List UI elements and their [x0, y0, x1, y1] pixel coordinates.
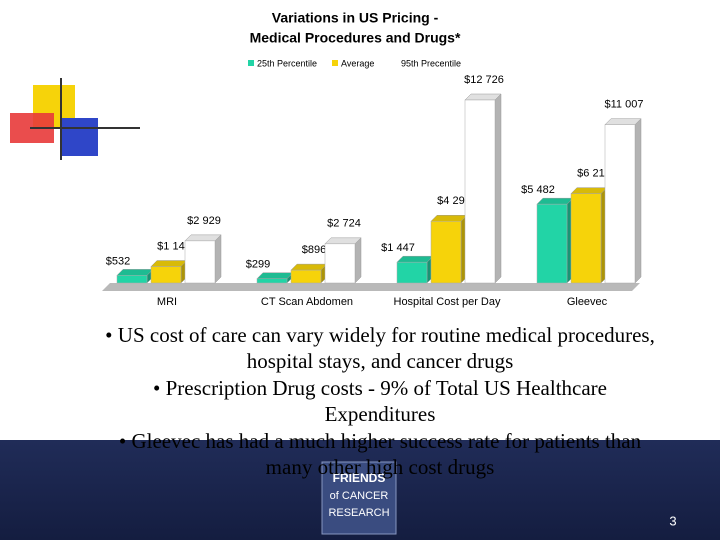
x-tick-label: Hospital Cost per Day: [394, 296, 501, 308]
bar-top: [116, 269, 154, 276]
bar-side: [494, 93, 502, 284]
bar-side: [354, 237, 362, 284]
bullet: Prescription Drug costs - 9% of Total US…: [100, 375, 660, 427]
bar: [184, 240, 216, 284]
x-tick-label: MRI: [157, 296, 177, 308]
bar-top: [464, 93, 502, 101]
page-number: 3: [669, 513, 676, 528]
data-label: $4 293: [437, 195, 471, 207]
bar-top: [290, 263, 328, 271]
data-label: $1 447: [381, 242, 415, 254]
chart-title: Medical Procedures and Drugs*: [250, 30, 461, 46]
bullet-list: US cost of care can vary widely for rout…: [100, 322, 660, 481]
bar: [570, 193, 602, 284]
bar: [536, 203, 568, 284]
legend-label: 25th Percentile: [257, 58, 317, 68]
chart-title: Variations in US Pricing -: [272, 10, 439, 26]
bar-top: [570, 187, 608, 194]
data-label: $896: [302, 244, 326, 256]
legend-swatch: [332, 60, 338, 66]
bar-top: [430, 215, 468, 222]
data-label: $1 145: [157, 240, 191, 252]
data-label: $11 007: [605, 99, 644, 111]
logo-text: RESEARCH: [328, 507, 389, 519]
data-label: $12 726: [464, 74, 504, 86]
bar: [324, 243, 356, 284]
bar-top: [604, 118, 642, 125]
bar: [604, 124, 636, 284]
legend-swatch: [248, 60, 254, 66]
data-label: $6 214: [577, 168, 611, 180]
bar: [430, 221, 462, 284]
bar-side: [214, 234, 222, 284]
logo-text: of CANCER: [330, 490, 389, 502]
data-label: $2 929: [187, 215, 221, 227]
bar-top: [324, 237, 362, 245]
deco-square: [60, 118, 98, 156]
bar-top: [150, 260, 188, 267]
bar-top: [396, 255, 434, 263]
bar: [116, 275, 148, 284]
bar: [464, 99, 496, 284]
bar: [150, 266, 182, 284]
bullet: US cost of care can vary widely for rout…: [100, 322, 660, 374]
bar-side: [634, 118, 642, 284]
bullet: Gleevec has had a much higher success ra…: [100, 428, 660, 480]
bar-top: [536, 197, 574, 205]
data-label: $532: [106, 255, 130, 267]
data-label: $5 482: [521, 184, 555, 196]
bar: [396, 261, 428, 284]
bar-top: [184, 234, 222, 242]
data-label: $299: [246, 259, 270, 271]
x-tick-label: CT Scan Abdomen: [261, 296, 353, 308]
legend-label: Average: [341, 58, 374, 68]
x-tick-label: Gleevec: [567, 296, 608, 308]
bar: [256, 278, 288, 284]
legend-label: 95th Precentile: [401, 58, 461, 68]
bar: [290, 269, 322, 284]
data-label: $2 724: [327, 218, 361, 230]
bar-top: [256, 272, 294, 279]
floor: [102, 283, 640, 291]
legend-swatch: [392, 60, 398, 66]
